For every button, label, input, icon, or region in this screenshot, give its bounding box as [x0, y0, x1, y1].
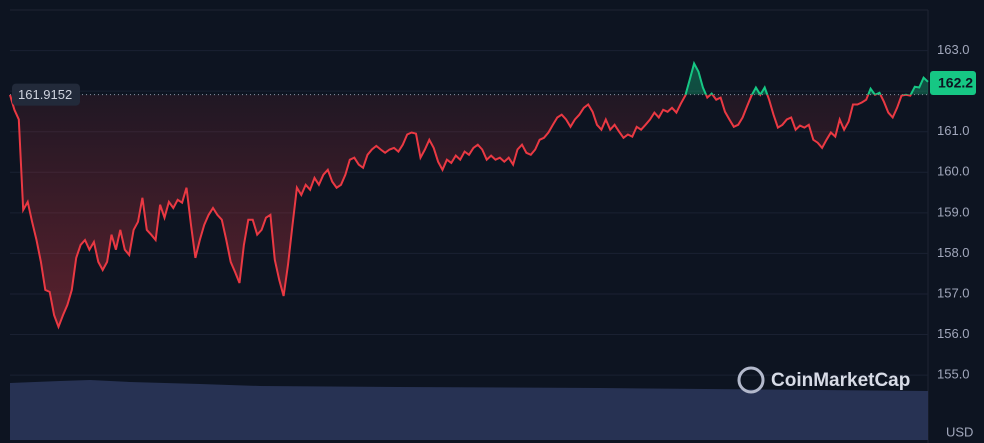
y-tick-label: 155.0 [937, 367, 970, 382]
y-tick-label: 163.0 [937, 42, 970, 57]
y-tick-label: 157.0 [937, 285, 970, 300]
price-line-down [9, 94, 912, 330]
area-below [10, 94, 928, 327]
y-tick-label: 159.0 [937, 204, 970, 219]
volume-area [10, 380, 928, 440]
watermark-logo [737, 366, 765, 394]
last-price-box [930, 71, 976, 96]
watermark: CoinMarketCap [737, 366, 910, 394]
last-price-label: 162.2 [938, 75, 973, 91]
y-tick-label: 158.0 [937, 245, 970, 260]
currency-label: USD [946, 424, 973, 439]
y-tick-label: 160.0 [937, 164, 970, 179]
baseline-label: 161.9152 [18, 87, 72, 102]
baseline-label-box [12, 83, 80, 106]
y-tick-label: 161.0 [937, 123, 970, 138]
watermark-text: CoinMarketCap [771, 370, 910, 391]
y-tick-label: 156.0 [937, 326, 970, 341]
